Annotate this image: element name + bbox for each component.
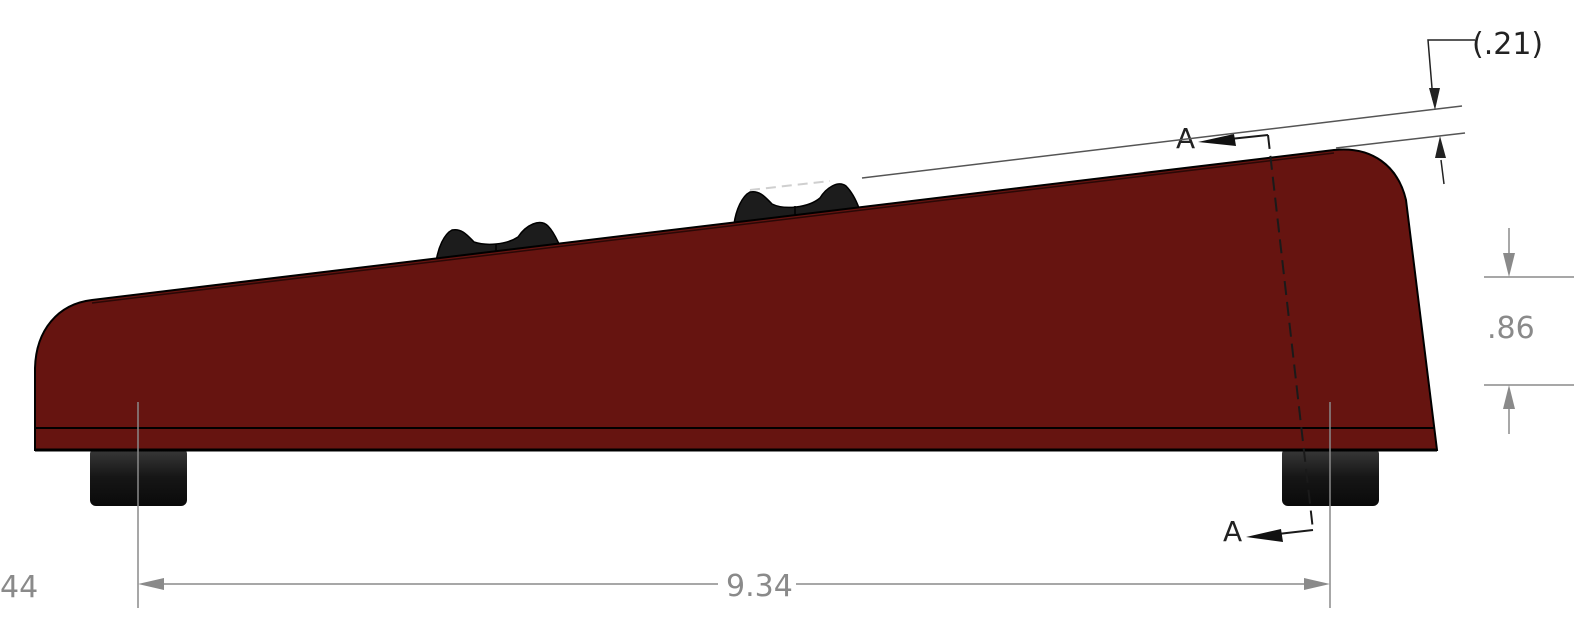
- height-dimension: .86: [1487, 311, 1535, 346]
- left-knob: [435, 221, 562, 263]
- length-dimension: 9.34: [726, 569, 793, 604]
- right-knob: [733, 183, 861, 225]
- section-arrow-bottom-stem: [1277, 529, 1314, 535]
- slope-reference-line: [1335, 132, 1466, 149]
- enclosure-body: [34, 148, 1439, 451]
- slope-reference-line: [861, 105, 1463, 179]
- offset-leader-lower: [1440, 159, 1445, 185]
- offset-dimension: (.21): [1472, 27, 1543, 62]
- section-label-bottom: A: [1223, 515, 1242, 548]
- length-arrow-right: [1304, 578, 1330, 590]
- section-arrow-top-stem: [1229, 134, 1269, 140]
- top-edge-highlight: [91, 152, 1335, 304]
- height-arrow-down: [1503, 253, 1515, 277]
- height-arrow-up: [1503, 385, 1515, 409]
- section-cut-line: [1267, 134, 1314, 531]
- left-cut-dimension: 44: [0, 570, 38, 605]
- section-arrow-top-head: [1198, 134, 1236, 146]
- offset-leader: [1427, 39, 1475, 101]
- section-arrow-bottom-head: [1246, 529, 1283, 542]
- offset-arrow-down: [1429, 88, 1440, 110]
- length-arrow-left: [138, 578, 164, 590]
- offset-arrow-up: [1435, 136, 1446, 158]
- hidden-line: [749, 180, 831, 191]
